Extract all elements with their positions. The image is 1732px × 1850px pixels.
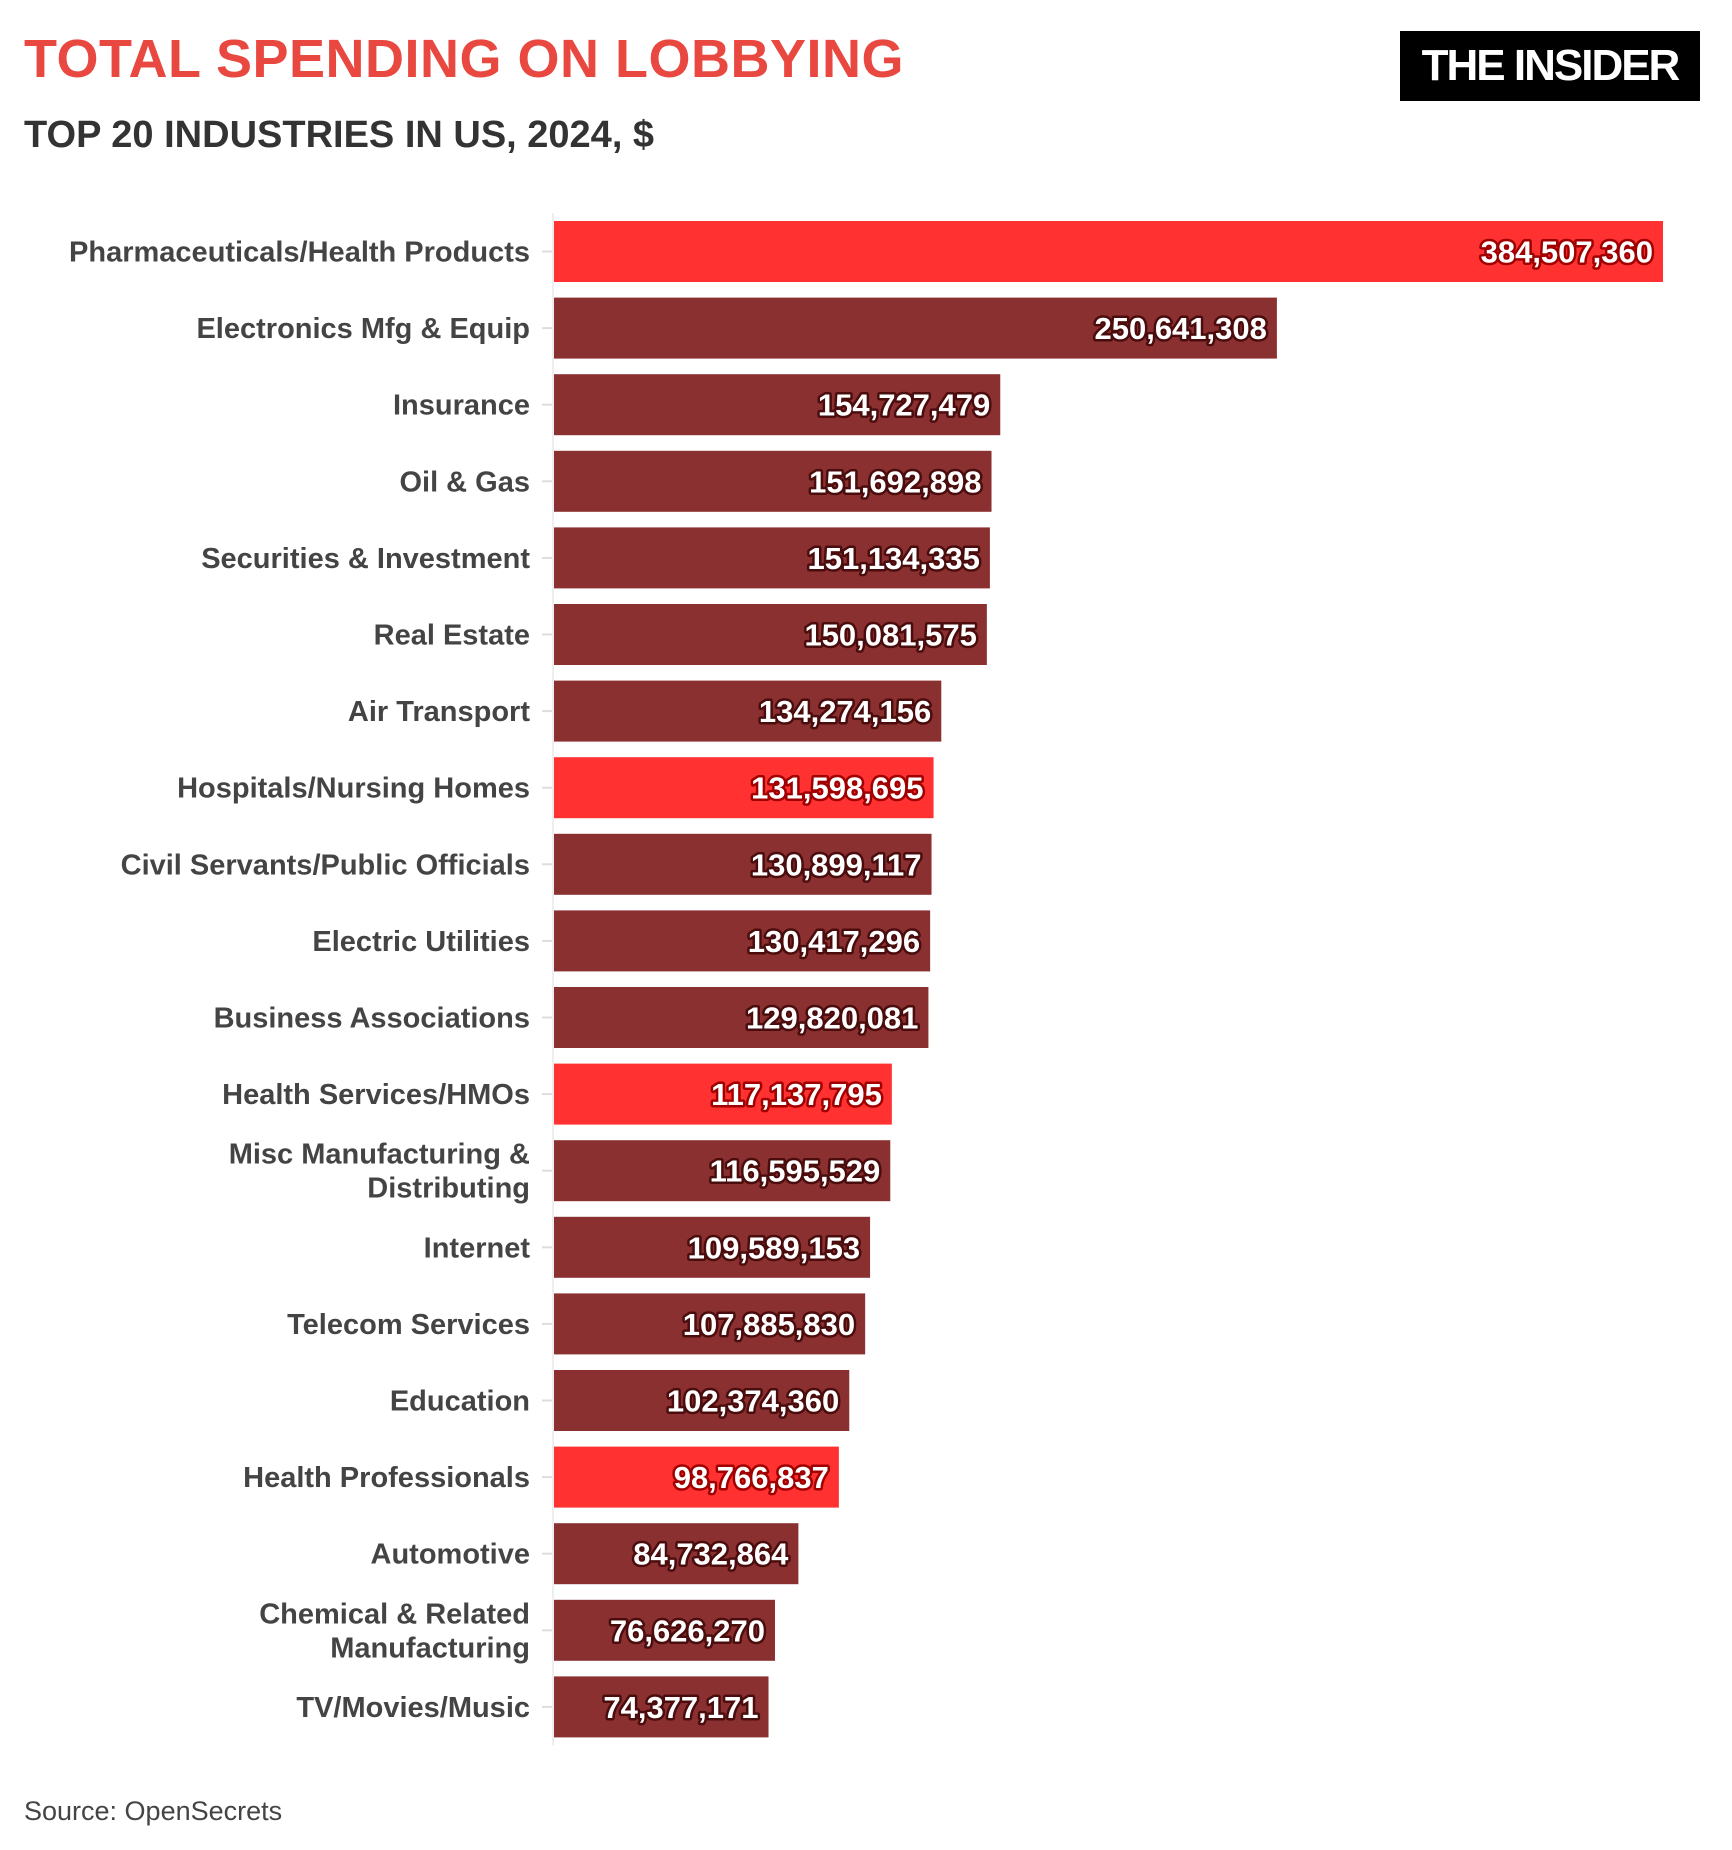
category-label: Health Services/HMOs <box>222 1079 530 1111</box>
value-label: 117,137,795 <box>711 1077 882 1112</box>
category-label-line: Education <box>390 1386 530 1418</box>
chart-subtitle: TOP 20 INDUSTRIES IN US, 2024, $ <box>24 114 655 156</box>
category-label-line: Health Professionals <box>243 1462 530 1494</box>
value-label: 151,692,898 <box>809 464 981 499</box>
category-label-line: Manufacturing <box>330 1632 530 1664</box>
bar <box>554 1140 891 1202</box>
chart-title: TOTAL SPENDING ON LOBBYING <box>24 29 905 89</box>
value-label: 116,595,529 <box>710 1154 881 1189</box>
category-label: Insurance <box>393 390 530 422</box>
bar <box>554 374 1001 436</box>
category-label-line: Pharmaceuticals/Health Products <box>69 237 530 269</box>
bar <box>554 1676 769 1738</box>
value-label: 102,374,360 <box>667 1384 839 1419</box>
category-label: Real Estate <box>374 620 530 652</box>
category-label-line: Internet <box>424 1232 531 1264</box>
value-label: 84,732,864 <box>633 1537 789 1572</box>
category-label-line: Hospitals/Nursing Homes <box>177 773 530 805</box>
bar <box>554 221 1663 282</box>
bar <box>554 1599 776 1661</box>
bar <box>554 1063 892 1125</box>
category-label: Business Associations <box>214 1003 530 1035</box>
category-label-line: Telecom Services <box>287 1309 530 1341</box>
value-label: 134,274,156 <box>759 694 931 729</box>
value-label: 76,626,270 <box>610 1613 765 1648</box>
category-label: Chemical & Related Manufacturing <box>259 1598 530 1664</box>
value-label: 154,727,479 <box>818 388 990 423</box>
value-label: 384,507,360 <box>1481 235 1653 270</box>
value-label: 129,820,081 <box>746 1001 918 1036</box>
source-note: Source: OpenSecrets <box>24 1796 283 1826</box>
bar <box>554 680 942 742</box>
category-label-line: Health Services/HMOs <box>222 1079 530 1111</box>
category-label-line: Automotive <box>371 1539 531 1571</box>
category-label: Misc Manufacturing & Distributing <box>229 1139 530 1205</box>
value-label: 151,134,335 <box>807 541 979 576</box>
value-label: 131,598,695 <box>751 771 923 806</box>
category-label: TV/Movies/Music <box>296 1692 530 1724</box>
bar <box>554 1446 839 1508</box>
category-label: Education <box>390 1386 530 1418</box>
category-label: Securities & Investment <box>201 543 530 575</box>
value-label: 74,377,171 <box>603 1690 758 1725</box>
bar <box>554 527 990 589</box>
category-label-line: Electronics Mfg & Equip <box>196 313 530 345</box>
bar <box>554 757 934 819</box>
category-label-line: Business Associations <box>214 1003 530 1035</box>
the-insider-logo: THE INSIDER <box>1400 31 1700 101</box>
value-label: 130,417,296 <box>748 924 920 959</box>
category-label-line: Real Estate <box>374 620 530 652</box>
bar <box>554 1370 850 1431</box>
category-label-line: Insurance <box>393 390 530 422</box>
value-label: 98,766,837 <box>674 1460 829 1495</box>
category-label-line: Misc Manufacturing & <box>229 1139 530 1171</box>
category-label: Hospitals/Nursing Homes <box>177 773 530 805</box>
value-label: 107,885,830 <box>683 1307 855 1342</box>
value-label: 150,081,575 <box>804 618 976 653</box>
category-label: Automotive <box>371 1539 531 1571</box>
category-label: Electric Utilities <box>312 926 530 958</box>
category-label: Oil & Gas <box>399 466 530 498</box>
category-label: Telecom Services <box>287 1309 530 1341</box>
value-label: 109,589,153 <box>688 1230 860 1265</box>
bar <box>554 604 987 665</box>
category-label-line: Chemical & Related <box>259 1598 530 1630</box>
category-label-line: Civil Servants/Public Officials <box>121 849 530 881</box>
value-label: 250,641,308 <box>1094 311 1266 346</box>
category-label-line: Air Transport <box>348 696 530 728</box>
bar <box>554 450 992 512</box>
category-label: Electronics Mfg & Equip <box>196 313 530 345</box>
bar <box>554 1293 866 1355</box>
bar <box>554 910 931 972</box>
category-label: Civil Servants/Public Officials <box>121 849 530 881</box>
category-label: Pharmaceuticals/Health Products <box>69 237 530 269</box>
category-label: Air Transport <box>348 696 530 728</box>
category-label-line: Distributing <box>367 1173 530 1205</box>
category-label-line: Electric Utilities <box>312 926 530 958</box>
bar <box>554 1216 871 1278</box>
category-label-line: Oil & Gas <box>399 466 530 498</box>
category-label-line: Securities & Investment <box>201 543 530 575</box>
bar <box>554 1523 799 1585</box>
category-label: Internet <box>424 1232 531 1264</box>
bar <box>554 297 1277 359</box>
value-label: 130,899,117 <box>751 847 922 882</box>
bar <box>554 833 932 895</box>
category-label: Health Professionals <box>243 1462 530 1494</box>
category-label-line: TV/Movies/Music <box>296 1692 530 1724</box>
bar <box>554 987 929 1048</box>
